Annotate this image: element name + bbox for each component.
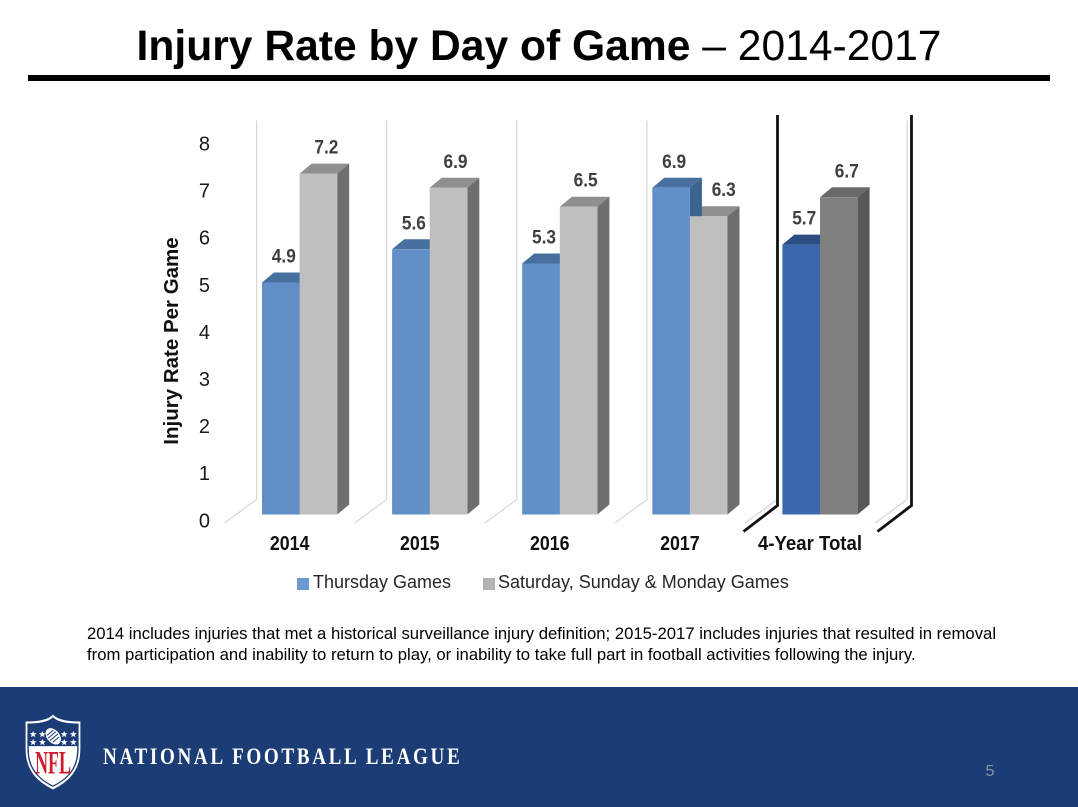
svg-text:6.7: 6.7 [835, 160, 859, 182]
svg-text:6.5: 6.5 [574, 170, 598, 192]
svg-text:4.9: 4.9 [272, 246, 296, 268]
svg-text:5: 5 [199, 275, 210, 297]
svg-text:2: 2 [199, 416, 210, 438]
svg-text:Injury Rate Per Game: Injury Rate Per Game [160, 237, 183, 444]
svg-text:5.3: 5.3 [532, 227, 556, 249]
svg-text:4: 4 [199, 322, 210, 344]
svg-text:5.7: 5.7 [792, 208, 816, 230]
svg-text:7.2: 7.2 [314, 137, 338, 159]
svg-text:0: 0 [199, 510, 210, 532]
svg-text:6.9: 6.9 [444, 151, 468, 173]
svg-text:2014: 2014 [270, 533, 310, 555]
svg-text:2015: 2015 [400, 533, 440, 555]
svg-text:6: 6 [199, 228, 210, 250]
svg-text:7: 7 [199, 181, 210, 203]
svg-text:8: 8 [199, 134, 210, 156]
svg-text:5.6: 5.6 [402, 212, 426, 234]
svg-text:3: 3 [199, 369, 210, 391]
svg-text:2016: 2016 [530, 533, 570, 555]
svg-text:1: 1 [199, 463, 210, 485]
svg-text:6.9: 6.9 [662, 151, 686, 173]
svg-text:4-Year Total: 4-Year Total [758, 533, 862, 555]
svg-text:NFL: NFL [35, 746, 71, 782]
svg-text:6.3: 6.3 [712, 179, 736, 201]
svg-text:2017: 2017 [660, 533, 700, 555]
